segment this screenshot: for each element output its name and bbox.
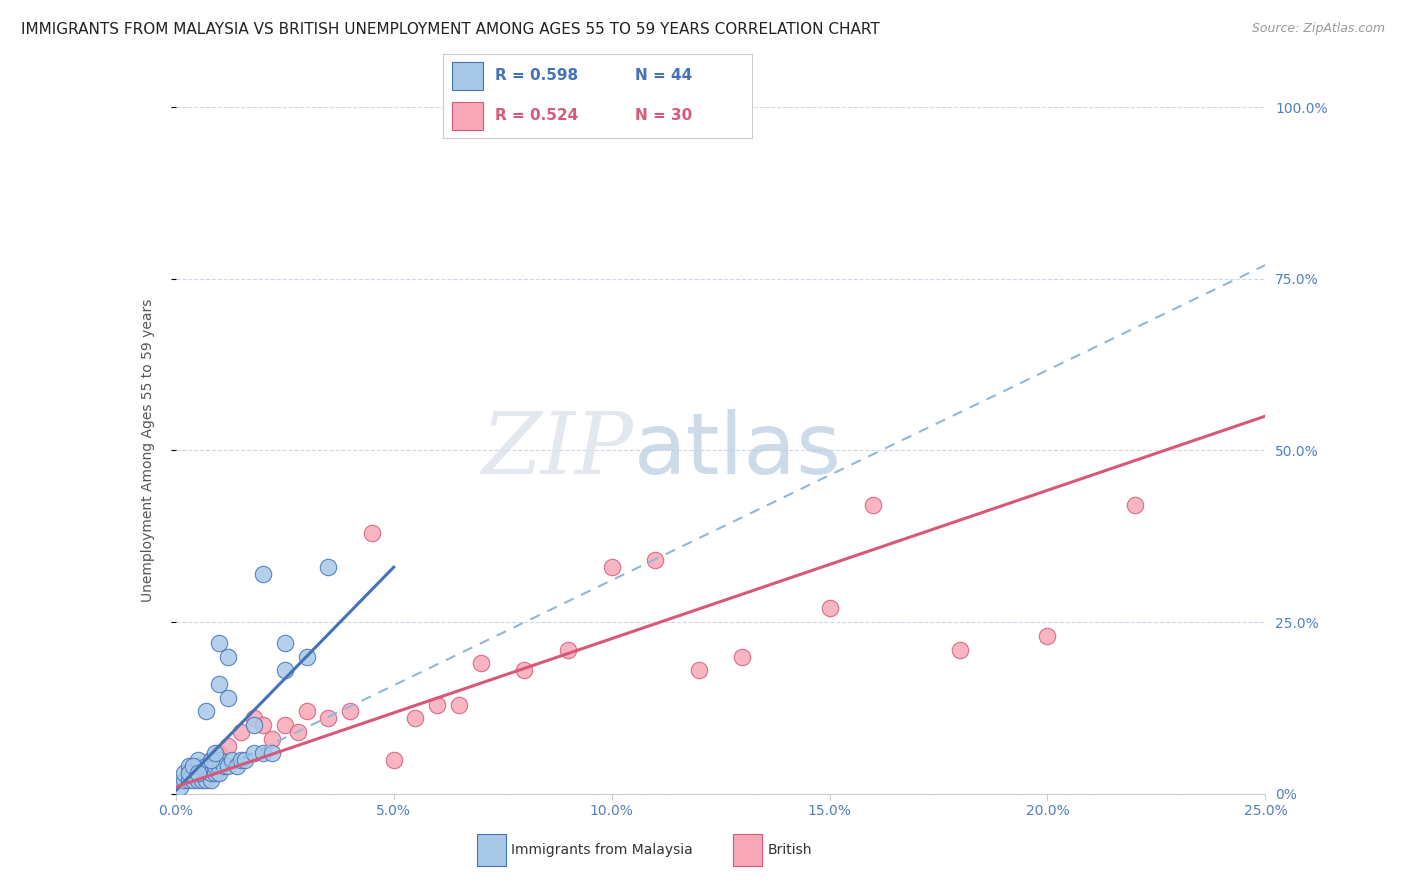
Point bbox=[295, 649, 318, 664]
Point bbox=[191, 773, 214, 788]
Point bbox=[186, 753, 209, 767]
Point bbox=[318, 711, 340, 725]
Point bbox=[208, 677, 231, 691]
Text: atlas: atlas bbox=[633, 409, 841, 492]
Point bbox=[186, 773, 209, 788]
Point bbox=[231, 753, 253, 767]
Point bbox=[204, 766, 226, 780]
Point bbox=[181, 773, 204, 788]
Point bbox=[287, 725, 309, 739]
Point bbox=[600, 560, 623, 574]
Point bbox=[426, 698, 449, 712]
Point bbox=[231, 725, 253, 739]
Point bbox=[173, 773, 195, 788]
Point bbox=[200, 773, 222, 788]
Point bbox=[200, 753, 222, 767]
Point bbox=[405, 711, 427, 725]
Text: R = 0.598: R = 0.598 bbox=[495, 69, 579, 84]
Point bbox=[212, 759, 235, 773]
Point bbox=[195, 759, 218, 773]
Point bbox=[181, 766, 204, 780]
Point bbox=[204, 746, 226, 760]
Point bbox=[513, 663, 536, 677]
Text: IMMIGRANTS FROM MALAYSIA VS BRITISH UNEMPLOYMENT AMONG AGES 55 TO 59 YEARS CORRE: IMMIGRANTS FROM MALAYSIA VS BRITISH UNEM… bbox=[21, 22, 880, 37]
Point bbox=[688, 663, 710, 677]
Point bbox=[818, 601, 841, 615]
Point bbox=[181, 759, 204, 773]
Point bbox=[177, 766, 200, 780]
Text: Source: ZipAtlas.com: Source: ZipAtlas.com bbox=[1251, 22, 1385, 36]
Point bbox=[169, 780, 191, 794]
Point bbox=[252, 746, 274, 760]
Point bbox=[195, 773, 218, 788]
Point bbox=[217, 739, 239, 753]
Point bbox=[382, 753, 405, 767]
Point bbox=[195, 705, 218, 719]
Point bbox=[177, 759, 200, 773]
Point bbox=[260, 731, 283, 746]
Bar bbox=[453, 62, 484, 90]
Point bbox=[274, 636, 297, 650]
Point bbox=[200, 753, 222, 767]
Point bbox=[1123, 499, 1146, 513]
Point bbox=[470, 657, 492, 671]
Text: Immigrants from Malaysia: Immigrants from Malaysia bbox=[512, 843, 693, 856]
Point bbox=[208, 753, 231, 767]
Point bbox=[862, 499, 884, 513]
Text: ZIP: ZIP bbox=[481, 409, 633, 491]
Point bbox=[252, 718, 274, 732]
Point bbox=[217, 690, 239, 705]
Point bbox=[360, 525, 382, 540]
Y-axis label: Unemployment Among Ages 55 to 59 years: Unemployment Among Ages 55 to 59 years bbox=[141, 299, 155, 602]
Point bbox=[274, 718, 297, 732]
Point bbox=[949, 642, 972, 657]
Bar bbox=[453, 102, 484, 130]
Point bbox=[644, 553, 666, 567]
Point bbox=[252, 567, 274, 582]
Point bbox=[447, 698, 470, 712]
Point bbox=[186, 759, 209, 773]
Text: N = 44: N = 44 bbox=[634, 69, 692, 84]
Bar bbox=[733, 833, 762, 865]
Text: R = 0.524: R = 0.524 bbox=[495, 108, 579, 123]
Point bbox=[339, 705, 361, 719]
Point bbox=[208, 766, 231, 780]
Point bbox=[260, 746, 283, 760]
Point bbox=[731, 649, 754, 664]
Point bbox=[217, 649, 239, 664]
Point bbox=[295, 705, 318, 719]
Text: British: British bbox=[768, 843, 813, 856]
Point bbox=[557, 642, 579, 657]
Point bbox=[217, 759, 239, 773]
Point bbox=[208, 746, 231, 760]
Point bbox=[177, 773, 200, 788]
Point bbox=[1036, 629, 1059, 643]
Point bbox=[274, 663, 297, 677]
Point bbox=[235, 753, 257, 767]
Point bbox=[221, 753, 243, 767]
Point bbox=[225, 759, 247, 773]
Point bbox=[208, 636, 231, 650]
Point bbox=[200, 766, 222, 780]
Point bbox=[191, 766, 214, 780]
Text: N = 30: N = 30 bbox=[634, 108, 692, 123]
Point bbox=[243, 746, 266, 760]
Bar bbox=[477, 833, 506, 865]
Point bbox=[243, 718, 266, 732]
Point bbox=[173, 766, 195, 780]
Point bbox=[318, 560, 340, 574]
Point bbox=[243, 711, 266, 725]
Point bbox=[186, 766, 209, 780]
Point bbox=[204, 759, 226, 773]
